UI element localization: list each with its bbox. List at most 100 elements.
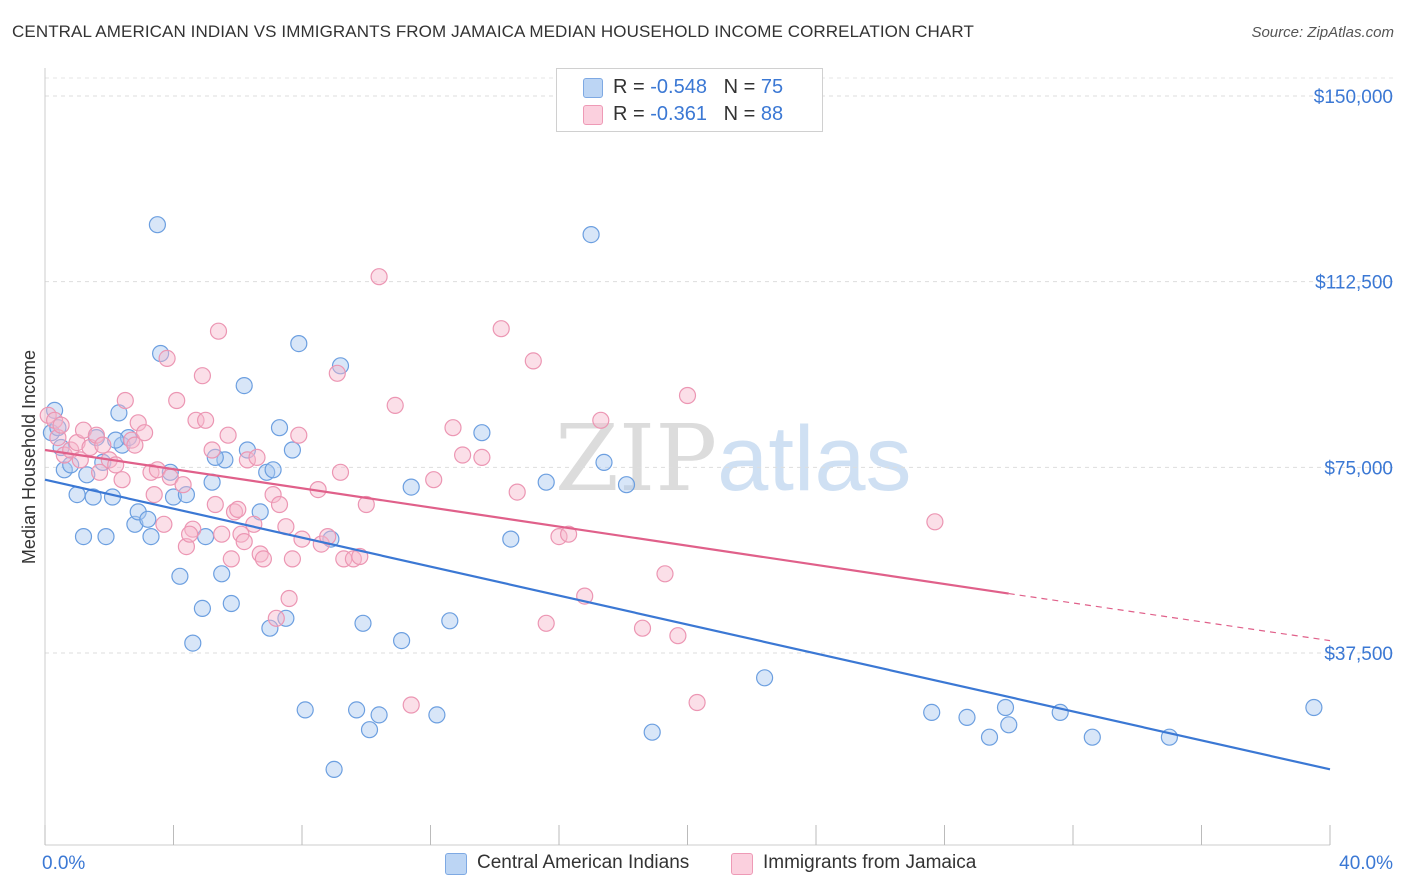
trend-lines <box>44 448 1331 771</box>
point-central-american-indians <box>74 527 93 546</box>
point-central-american-indians <box>177 486 195 504</box>
point-central-american-indians <box>582 226 600 244</box>
chart-title: CENTRAL AMERICAN INDIAN VS IMMIGRANTS FR… <box>12 22 974 41</box>
point-central-american-indians <box>171 567 189 585</box>
point-central-american-indians <box>235 377 253 395</box>
point-central-american-indians <box>84 488 102 506</box>
point-immigrants-from-jamaica <box>213 525 231 543</box>
point-central-american-indians <box>360 721 379 739</box>
point-immigrants-from-jamaica <box>155 515 173 533</box>
point-central-american-indians <box>270 419 289 437</box>
point-immigrants-from-jamaica <box>245 515 263 533</box>
point-immigrants-from-jamaica <box>219 426 237 444</box>
point-central-american-indians <box>184 634 202 652</box>
point-central-american-indians <box>923 703 941 722</box>
point-immigrants-from-jamaica <box>209 322 228 340</box>
y-tick-label: $37,500 <box>1324 644 1393 665</box>
legend-stats: R = -0.548 N = 75 <box>613 76 784 98</box>
point-central-american-indians <box>370 706 388 724</box>
y-tick-label: $112,500 <box>1315 273 1393 294</box>
point-central-american-indians <box>996 698 1015 717</box>
point-immigrants-from-jamaica <box>251 545 269 563</box>
point-immigrants-from-jamaica <box>370 268 388 286</box>
point-immigrants-from-jamaica <box>508 483 526 501</box>
legend-swatch-pink <box>583 105 603 125</box>
point-immigrants-from-jamaica <box>126 436 144 454</box>
point-immigrants-from-jamaica <box>168 391 186 410</box>
point-immigrants-from-jamaica <box>444 419 462 437</box>
trend-line-jamaica-extension <box>1008 592 1331 642</box>
point-central-american-indians <box>1000 716 1018 734</box>
point-immigrants-from-jamaica <box>524 352 542 370</box>
point-immigrants-from-jamaica <box>592 411 610 429</box>
point-central-american-indians <box>958 708 976 727</box>
point-immigrants-from-jamaica <box>197 411 215 429</box>
trend-line-immigrants-from-jamaica <box>44 448 1009 595</box>
point-immigrants-from-jamaica <box>264 486 282 504</box>
point-immigrants-from-jamaica <box>94 436 112 454</box>
y-tick-label: $150,000 <box>1314 87 1393 108</box>
y-tick-labels: $37,500 $75,000 $112,500 $150,000 <box>1314 87 1393 665</box>
grid-lines <box>45 77 1395 654</box>
point-immigrants-from-jamaica <box>248 448 266 466</box>
point-immigrants-from-jamaica <box>331 463 350 481</box>
point-central-american-indians <box>348 701 366 719</box>
point-immigrants-from-jamaica <box>222 550 240 568</box>
point-immigrants-from-jamaica <box>678 386 697 405</box>
legend-stats: R = -0.361 N = 88 <box>613 103 784 125</box>
point-immigrants-from-jamaica <box>193 367 211 385</box>
point-immigrants-from-jamaica <box>386 396 404 414</box>
point-immigrants-from-jamaica <box>235 532 253 551</box>
x-tick-labels: 0.0% 40.0% <box>42 853 1393 874</box>
point-immigrants-from-jamaica <box>425 471 443 489</box>
point-immigrants-from-jamaica <box>270 495 289 514</box>
point-central-american-indians <box>393 631 411 650</box>
point-immigrants-from-jamaica <box>184 520 202 538</box>
point-immigrants-from-jamaica <box>90 463 109 481</box>
point-immigrants-from-jamaica <box>113 471 131 489</box>
point-central-american-indians <box>1305 698 1323 717</box>
point-central-american-indians <box>193 599 211 618</box>
point-central-american-indians <box>78 466 96 484</box>
y-axis-label: Median Household Income <box>19 350 39 564</box>
point-immigrants-from-jamaica <box>116 391 134 410</box>
point-immigrants-from-jamaica <box>129 414 147 432</box>
point-immigrants-from-jamaica <box>87 426 106 444</box>
point-immigrants-from-jamaica <box>123 431 141 449</box>
point-immigrants-from-jamaica <box>187 411 205 429</box>
point-immigrants-from-jamaica <box>206 495 224 514</box>
point-immigrants-from-jamaica <box>280 589 298 608</box>
point-central-american-indians <box>277 609 295 627</box>
legend-swatch-pink <box>731 853 753 875</box>
point-immigrants-from-jamaica <box>319 527 337 546</box>
point-immigrants-from-jamaica <box>283 550 301 568</box>
point-immigrants-from-jamaica <box>559 525 578 543</box>
point-central-american-indians <box>537 473 555 491</box>
point-central-american-indians <box>354 614 372 632</box>
point-immigrants-from-jamaica <box>136 424 154 442</box>
point-immigrants-from-jamaica <box>290 426 308 444</box>
trend-line-central-american-indians <box>44 478 1331 771</box>
x-tick-label-max: 40.0% <box>1339 853 1393 874</box>
legend-label: Central American Indians <box>477 852 690 873</box>
point-central-american-indians <box>428 706 446 724</box>
watermark-zip: ZIP <box>555 405 718 512</box>
y-tick-label: $75,000 <box>1324 458 1393 479</box>
point-immigrants-from-jamaica <box>357 495 375 514</box>
point-central-american-indians <box>139 510 157 528</box>
point-central-american-indians <box>261 619 279 637</box>
point-central-american-indians <box>290 335 308 353</box>
axes <box>44 68 1331 846</box>
point-immigrants-from-jamaica <box>203 441 221 459</box>
point-immigrants-from-jamaica <box>254 550 272 568</box>
point-central-american-indians <box>325 760 343 779</box>
point-central-american-indians <box>402 478 420 496</box>
point-central-american-indians <box>142 527 160 546</box>
point-central-american-indians <box>441 612 459 630</box>
point-central-american-indians <box>643 723 661 741</box>
point-immigrants-from-jamaica <box>454 446 472 464</box>
point-immigrants-from-jamaica <box>402 696 420 714</box>
point-central-american-indians <box>1083 728 1101 746</box>
point-immigrants-from-jamaica <box>328 364 346 382</box>
